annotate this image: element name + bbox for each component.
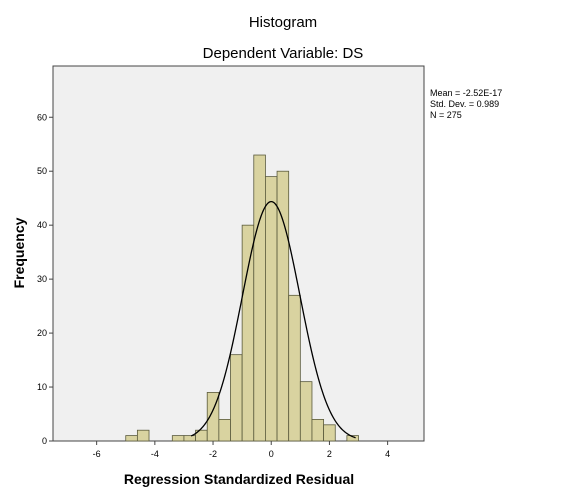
histogram-bar: [276, 170, 290, 442]
histogram-bar: [136, 429, 150, 442]
chart-title: Histogram: [249, 14, 317, 31]
histogram-bar: [230, 354, 243, 442]
histogram-bar: [218, 419, 231, 442]
histogram-bar: [171, 435, 185, 442]
y-axis-ticks: 0 10 20 30 40 50 60: [37, 112, 53, 446]
y-tick-label: 50: [37, 166, 47, 176]
y-tick-label: 60: [37, 112, 47, 122]
y-tick-label: 30: [37, 274, 47, 284]
chart-subtitle: Dependent Variable: DS: [203, 45, 364, 62]
histogram-bar: [183, 435, 196, 442]
histogram-bar: [253, 154, 266, 442]
histogram-bar: [346, 435, 359, 442]
stat-n: N = 275: [430, 110, 462, 120]
histogram-bar: [323, 424, 336, 442]
histogram-bar: [288, 294, 301, 442]
stat-std-dev: Std. Dev. = 0.989: [430, 99, 499, 109]
stat-mean: Mean = -2.52E-17: [430, 88, 502, 98]
x-tick-label: -6: [93, 449, 101, 459]
histogram-bar: [265, 176, 278, 442]
x-tick-label: -2: [209, 449, 217, 459]
x-tick-label: -4: [151, 449, 159, 459]
x-axis-ticks: -6 -4 -2 0 2 4: [93, 441, 390, 459]
normal-curve: [190, 200, 356, 439]
histogram-bar: [241, 224, 255, 442]
histogram-bars: [125, 154, 359, 442]
histogram-bar: [299, 381, 313, 442]
y-tick-label: 10: [37, 382, 47, 392]
y-axis-title: Frequency: [11, 217, 27, 288]
y-tick-label: 20: [37, 328, 47, 338]
y-tick-label: 0: [42, 436, 47, 446]
x-tick-label: 4: [385, 449, 390, 459]
histogram-bar: [125, 435, 138, 442]
x-axis-title: Regression Standardized Residual: [124, 471, 354, 487]
x-tick-label: 2: [327, 449, 332, 459]
x-tick-label: 0: [269, 449, 274, 459]
y-tick-label: 40: [37, 220, 47, 230]
histogram-bar: [311, 419, 325, 442]
